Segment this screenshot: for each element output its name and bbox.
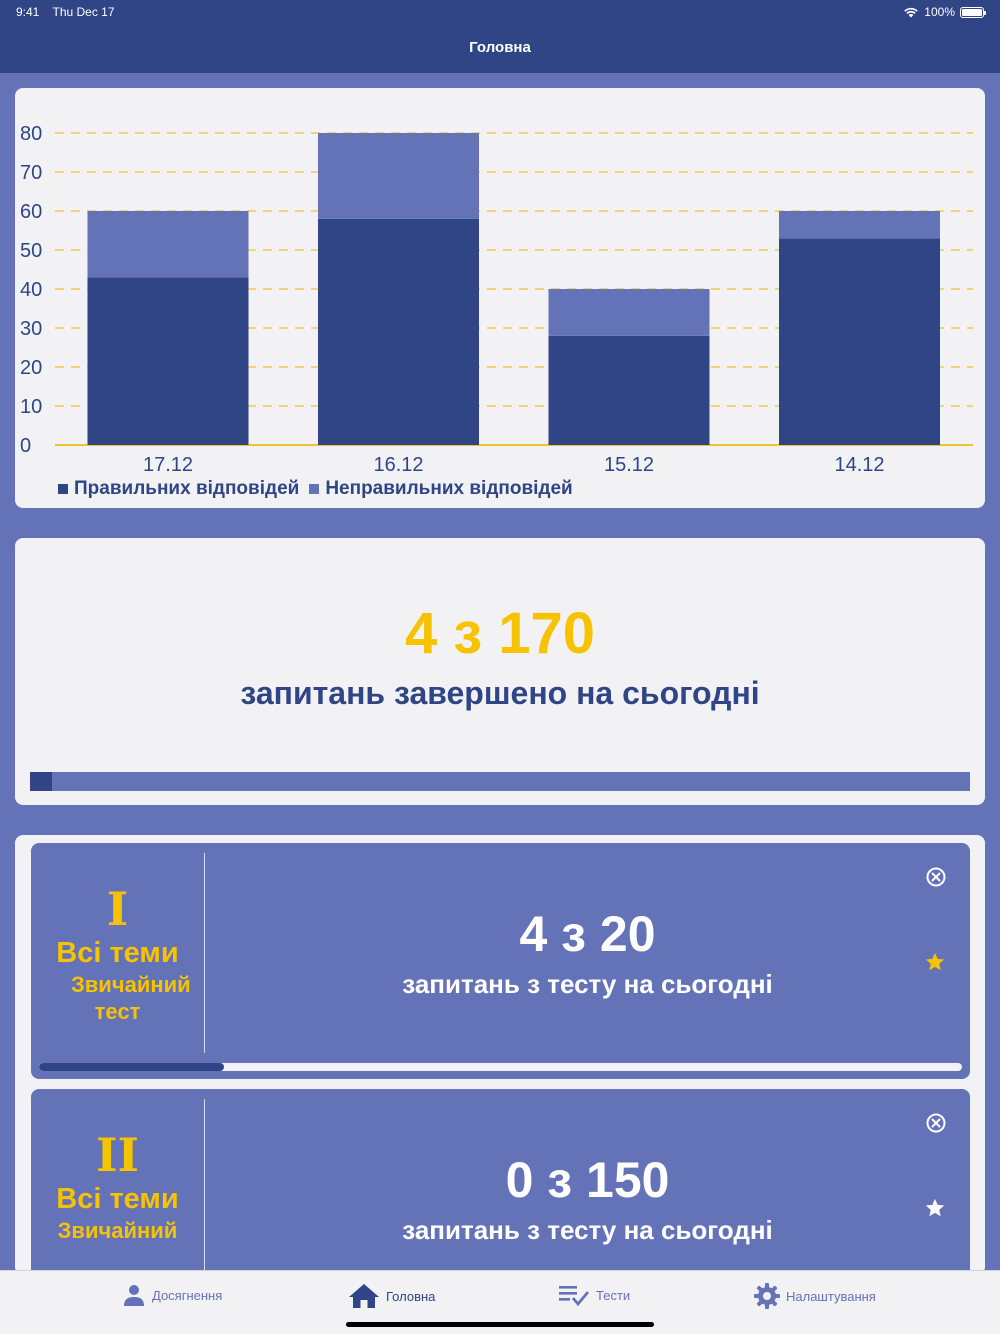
status-date: Thu Dec 17 (52, 5, 115, 19)
home-icon (349, 1284, 379, 1308)
bar-correct (548, 335, 710, 445)
y-tick-label: 60 (20, 201, 42, 223)
answers-chart-card: 0 10 20 30 40 50 60 70 80 17.12 16.12 15.12 14.12 Пр… (15, 88, 985, 508)
test-type: Звичайний тест (71, 972, 191, 1024)
tab-label: Тести (596, 1287, 631, 1303)
wifi-icon (904, 7, 919, 18)
y-tick-label: 30 (20, 318, 42, 340)
status-bar-right: 100% (903, 5, 986, 19)
legend-label-correct: Правильних відповідей (74, 478, 300, 499)
x-tick-label: 14.12 (834, 454, 884, 476)
tab-settings[interactable]: Налаштування (754, 1283, 876, 1309)
daily-summary-card[interactable] (15, 538, 985, 805)
legend-item-incorrect: Неправильних відповідей (309, 478, 573, 500)
bar-incorrect (779, 211, 940, 239)
y-tick-label: 40 (20, 279, 42, 301)
test-topic: Всі теми (56, 1183, 179, 1215)
x-tick-label: 15.12 (604, 454, 654, 476)
bar-correct (779, 238, 940, 445)
gear-icon (754, 1283, 780, 1309)
bar-incorrect (318, 133, 479, 219)
test-count: 0 з 150 (505, 1152, 670, 1208)
daily-summary-caption: запитань завершено на сьогодні (240, 675, 760, 711)
person-icon (124, 1285, 144, 1306)
y-tick-label: 0 (20, 435, 31, 457)
tab-label: Досягнення (152, 1287, 223, 1303)
tab-label: Головна (386, 1288, 436, 1304)
star-icon[interactable] (924, 1197, 946, 1219)
x-tick-label: 16.12 (373, 454, 423, 476)
bar-incorrect (87, 211, 249, 278)
status-bar-left: 9:41 Thu Dec 17 (16, 5, 125, 19)
tab-home[interactable]: Головна (348, 1283, 435, 1309)
test-numeral: II (95, 1128, 140, 1182)
bar-incorrect (548, 289, 710, 336)
legend-swatch-incorrect (309, 484, 320, 494)
checklist-icon (559, 1286, 590, 1307)
x-tick-label: 17.12 (143, 454, 193, 476)
y-tick-label: 20 (20, 357, 42, 379)
legend-item-correct: Правильних відповідей (58, 478, 299, 500)
test-topic: Всі теми (56, 937, 179, 969)
bar-correct (318, 218, 479, 445)
daily-summary-count: 4 з 170 (404, 601, 596, 666)
daily-progress-fill (30, 772, 53, 791)
test-info-2: II Всі теми Звичайний (31, 1099, 205, 1275)
tests-list-card: I Всі теми Звичайний тест 4 з 20 запитан… (15, 835, 985, 1275)
chart-legend: Правильних відповідей Неправильних відпо… (58, 478, 573, 500)
tab-achievements[interactable]: Досягнення (122, 1283, 222, 1307)
battery-icon (960, 6, 986, 18)
y-tick-label: 10 (20, 396, 42, 418)
y-tick-label: 50 (20, 240, 42, 262)
test-caption: запитань з тесту на сьогодні (402, 1215, 773, 1245)
test-count: 4 з 20 (519, 906, 656, 962)
test-card-2[interactable]: II Всі теми Звичайний 0 з 150 запитань з… (31, 1089, 970, 1275)
bar-correct (87, 277, 249, 445)
test-type: Звичайний (57, 1218, 178, 1243)
test-progress-fill (39, 1063, 224, 1071)
y-tick-label: 80 (20, 123, 42, 145)
legend-label-incorrect: Неправильних відповідей (325, 478, 573, 499)
home-indicator (346, 1322, 654, 1327)
tab-bar: Досягнення Головна Тести Налаштування (0, 1270, 1000, 1334)
test-numeral: I (106, 882, 129, 936)
legend-swatch-correct (58, 484, 68, 494)
top-bar: 9:41 Thu Dec 17 100% Головна (0, 0, 1000, 73)
status-time: 9:41 (16, 5, 40, 19)
test-card-1[interactable]: I Всі теми Звичайний тест 4 з 20 запитан… (31, 843, 970, 1079)
page-title: Головна (469, 39, 531, 56)
tab-tests[interactable]: Тести (558, 1283, 630, 1307)
close-circle-icon[interactable] (926, 1113, 946, 1133)
battery-percent: 100% (924, 5, 955, 19)
close-circle-icon[interactable] (926, 867, 946, 887)
test-info-1: I Всі теми Звичайний тест (31, 853, 205, 1053)
daily-progress-bar (30, 772, 970, 791)
test-caption: запитань з тесту на сьогодні (402, 969, 773, 999)
test-progress-bar (39, 1063, 962, 1071)
star-icon[interactable] (924, 951, 946, 973)
y-tick-label: 70 (20, 162, 42, 184)
tab-label: Налаштування (786, 1288, 876, 1304)
answers-bar-chart: 0 10 20 30 40 50 60 70 80 17.12 16.12 15.12 14.12 (20, 123, 973, 476)
